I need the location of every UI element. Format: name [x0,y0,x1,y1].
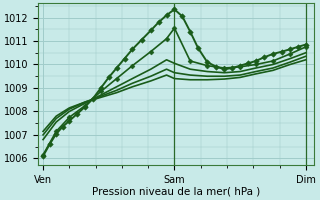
X-axis label: Pression niveau de la mer( hPa ): Pression niveau de la mer( hPa ) [92,187,260,197]
